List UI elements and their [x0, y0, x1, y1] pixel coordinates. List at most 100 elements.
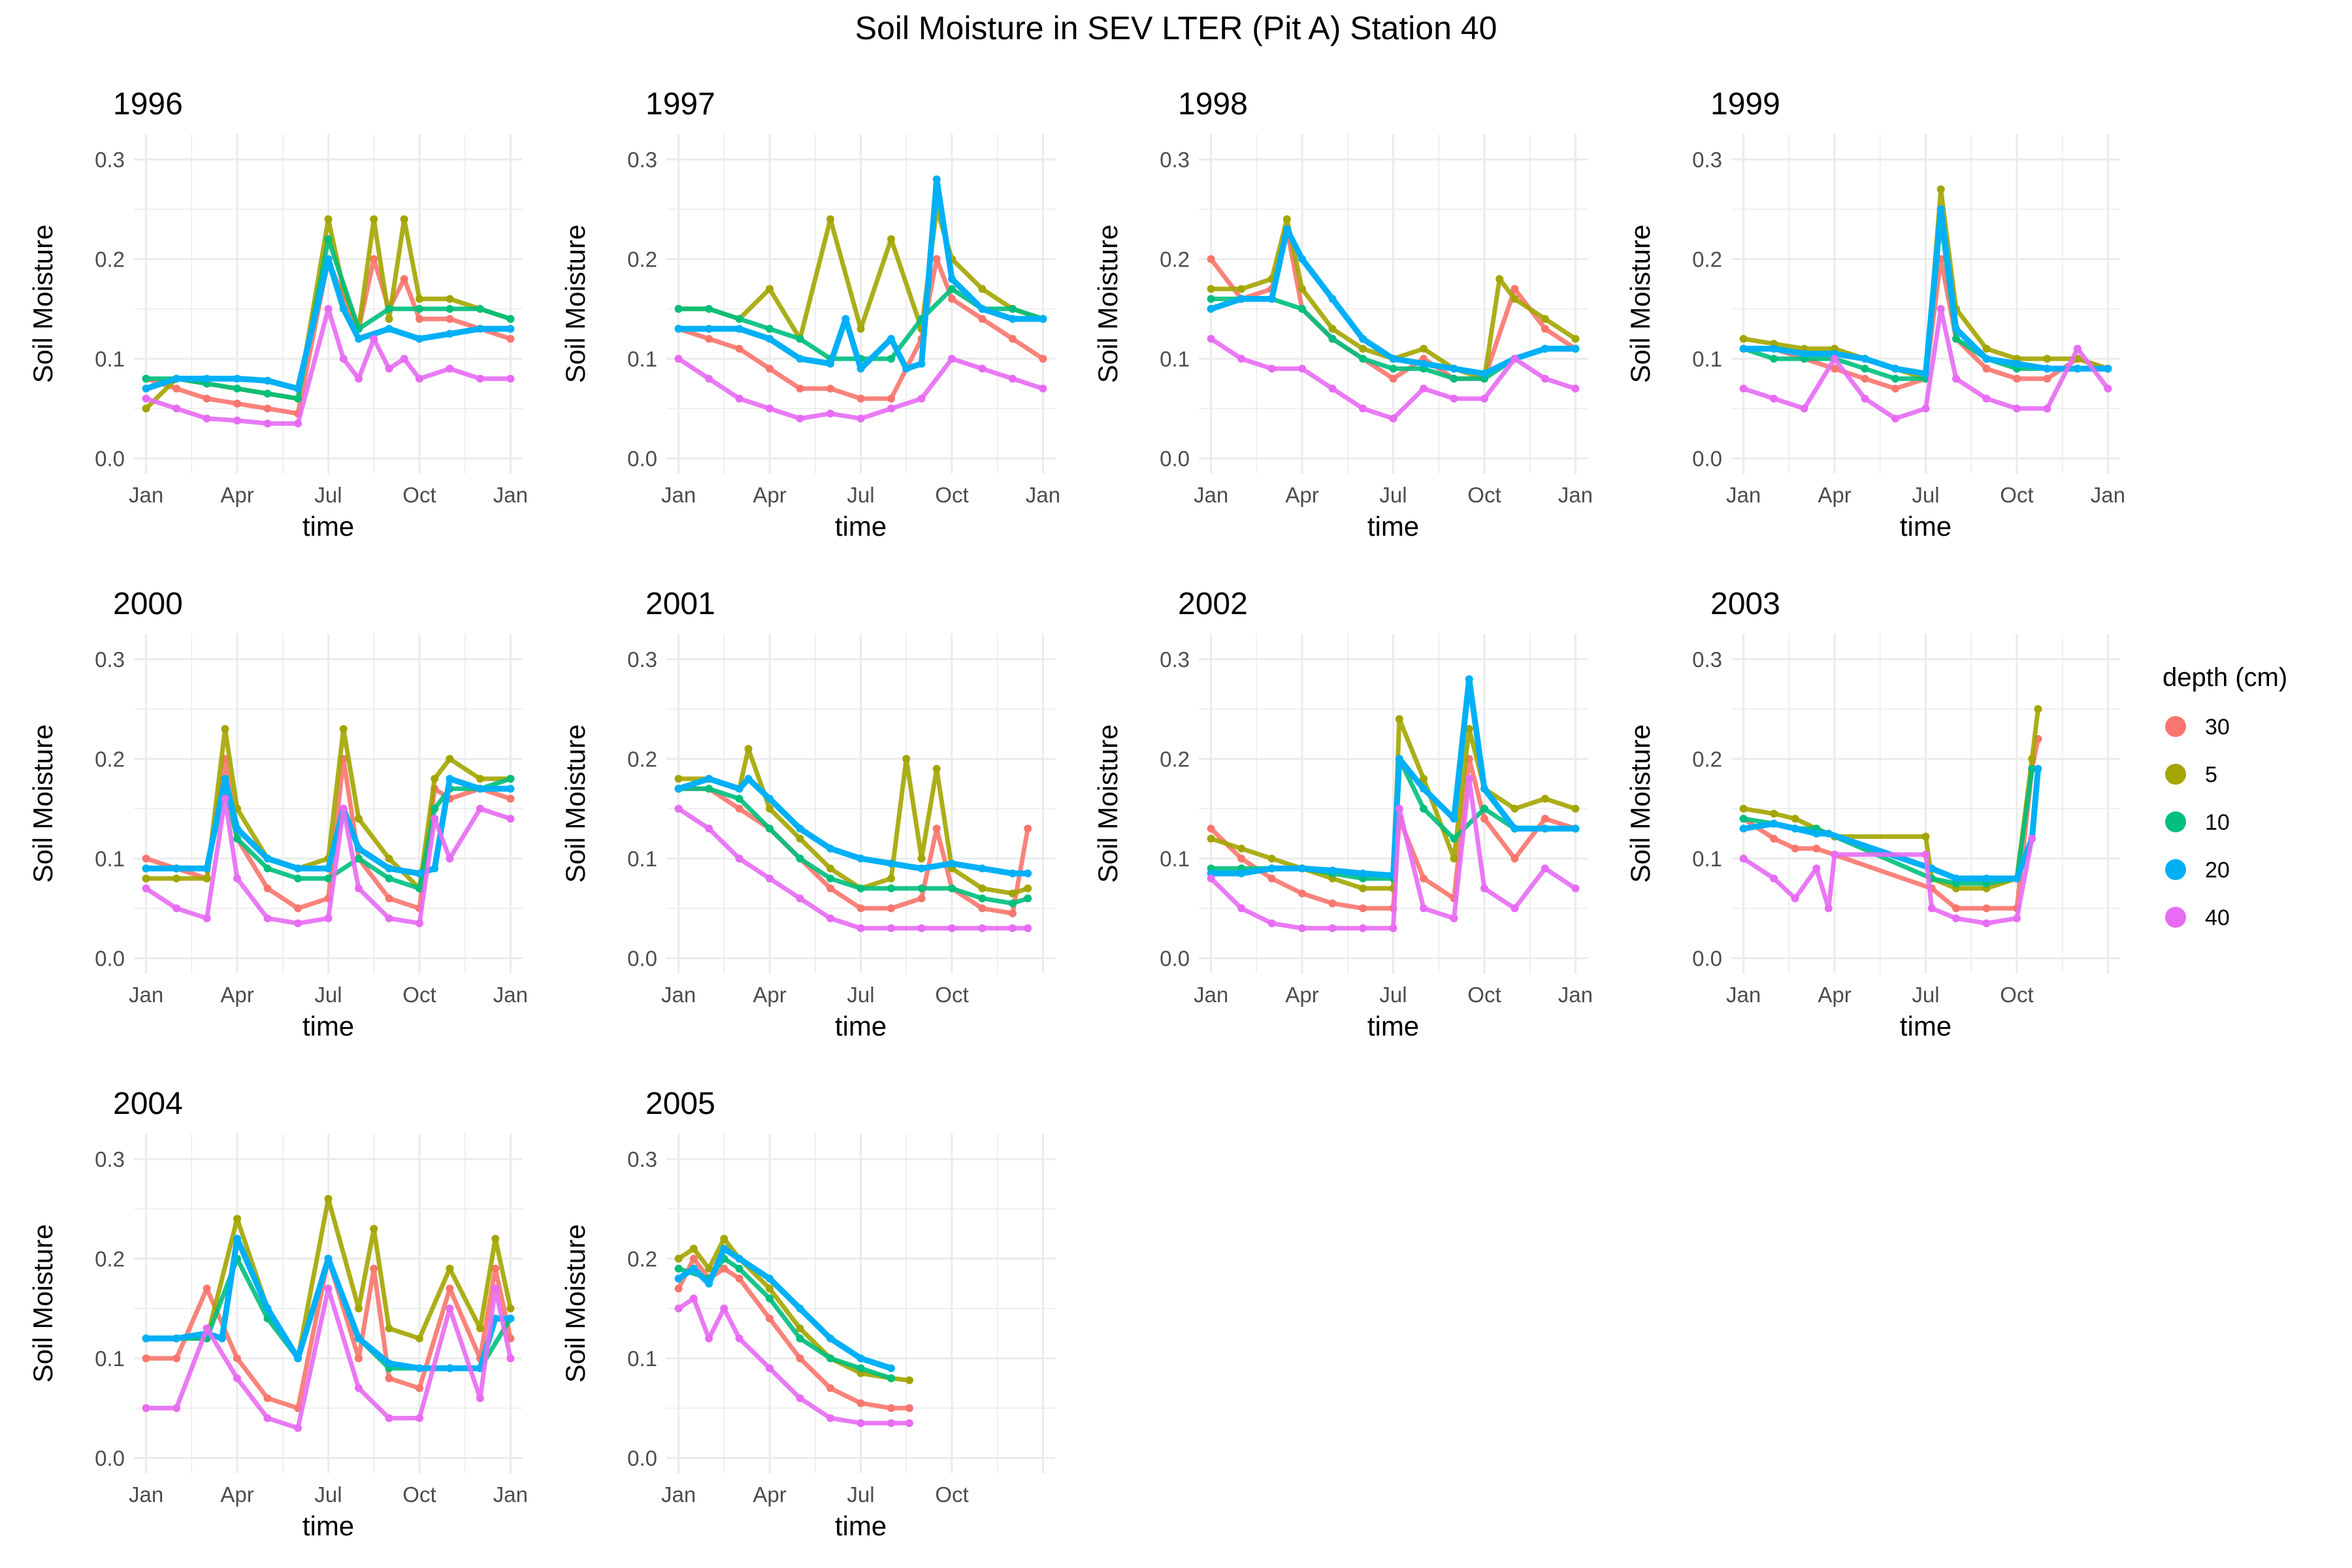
series-20 [674, 1245, 895, 1373]
data-point [841, 315, 850, 323]
data-point [1008, 909, 1017, 917]
data-point [203, 1284, 211, 1293]
data-point [1450, 815, 1458, 823]
data-point [735, 1275, 743, 1282]
x-axis-label: time [835, 511, 887, 542]
data-point [735, 804, 743, 813]
data-point [476, 1394, 484, 1403]
x-axis-label: time [1900, 511, 1952, 542]
facet-2005: 2005 0.0 0.1 0.2 0.3 Jan Apr Jul Oct time Soil Moi… [560, 1086, 1055, 1541]
data-point [1812, 829, 1821, 838]
x-tick-label: Jan [1026, 483, 1060, 507]
data-point [1927, 904, 1936, 913]
x-tick-label: Jan [661, 983, 696, 1007]
data-point [766, 1275, 774, 1282]
data-point [978, 304, 987, 313]
y-tick-label: 0.2 [627, 747, 657, 772]
x-tick-label: Jan [1194, 483, 1228, 507]
series-line-40 [144, 1286, 513, 1431]
data-point [1420, 785, 1428, 793]
data-point [917, 864, 926, 873]
data-point [233, 834, 241, 843]
data-point [1450, 395, 1458, 403]
data-point [355, 374, 363, 383]
data-point [294, 864, 302, 873]
x-tick-label: Jan [493, 1482, 528, 1507]
x-tick-label: Jan [1558, 983, 1593, 1007]
data-point [705, 335, 713, 343]
data-point [142, 1404, 150, 1413]
x-axis-label: time [1367, 511, 1419, 542]
data-point [796, 1354, 804, 1363]
data-point [735, 1264, 743, 1273]
data-point [142, 864, 150, 873]
data-point [1511, 825, 1519, 833]
data-point [887, 904, 895, 913]
data-point [1267, 874, 1276, 883]
data-point [735, 325, 743, 333]
data-point [689, 1254, 698, 1263]
series-5 [674, 745, 1032, 898]
data-point [917, 894, 926, 903]
x-tick-label: Jan [493, 983, 528, 1007]
data-point [2073, 365, 2082, 373]
series-line-20 [676, 1245, 894, 1371]
data-point [1791, 825, 1799, 833]
data-point [263, 389, 272, 398]
data-point [1420, 775, 1428, 783]
data-point [324, 864, 333, 873]
y-tick-label: 0.2 [1692, 248, 1722, 272]
y-tick-label: 0.1 [95, 1347, 125, 1371]
data-point [766, 1364, 774, 1373]
data-point [1480, 395, 1488, 403]
data-point [766, 404, 774, 413]
data-point [1739, 384, 1748, 393]
data-point [416, 295, 423, 303]
y-axis-label: Soil Moisture [560, 1224, 591, 1383]
x-tick-label: Apr [753, 1482, 786, 1507]
data-point [491, 1264, 500, 1273]
data-point [142, 374, 150, 383]
facet-2001: 2001 0.0 0.1 0.2 0.3 Jan Apr Jul Oct time Soil Moi… [560, 587, 1055, 1041]
data-point [1982, 904, 1991, 913]
data-point [1571, 335, 1580, 343]
facet-title: 1998 [1178, 87, 1248, 122]
data-point [324, 914, 333, 923]
data-point [294, 419, 302, 428]
data-point [385, 864, 393, 873]
series-10 [674, 785, 1032, 907]
data-point [689, 1264, 698, 1273]
data-point [796, 855, 804, 863]
data-point [1936, 205, 1945, 214]
data-point [385, 304, 393, 313]
data-point [766, 365, 774, 373]
data-point [1511, 285, 1519, 293]
data-point [1359, 904, 1367, 913]
data-point [142, 884, 150, 892]
data-point [2104, 384, 2112, 393]
data-point [355, 335, 363, 343]
data-point [1480, 804, 1488, 813]
data-point [826, 1384, 834, 1392]
data-point [233, 399, 241, 408]
series-20 [674, 175, 1047, 373]
y-tick-label: 0.0 [1160, 447, 1190, 471]
data-point [172, 374, 181, 383]
data-point [233, 1354, 241, 1363]
legend-label-30: 30 [2205, 715, 2230, 740]
data-point [1831, 851, 1838, 858]
data-point [1770, 819, 1778, 828]
data-point [172, 1334, 181, 1343]
data-point [1328, 866, 1337, 875]
data-point [1824, 904, 1833, 913]
data-point [431, 815, 439, 823]
data-point [1982, 874, 1991, 883]
x-tick-label: Jan [1726, 483, 1761, 507]
data-point [355, 815, 363, 823]
legend-title: depth (cm) [2163, 663, 2287, 692]
series-20 [142, 255, 515, 393]
data-point [1791, 844, 1799, 853]
facet-1997: 1997 0.0 0.1 0.2 0.3 Jan Apr Jul Oct Jan time Soil … [560, 87, 1060, 542]
data-point [2028, 834, 2036, 843]
data-point [720, 1304, 728, 1313]
